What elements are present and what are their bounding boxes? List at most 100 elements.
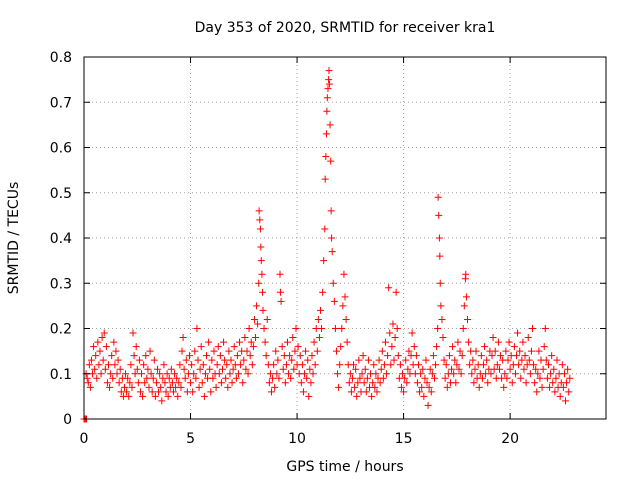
data-point [326, 121, 334, 129]
x-tick-label: 15 [395, 431, 413, 447]
data-point [135, 356, 143, 364]
data-point [197, 343, 205, 351]
data-point [327, 157, 335, 165]
data-point [481, 343, 489, 351]
data-point [263, 315, 271, 323]
data-point [289, 334, 297, 342]
data-point [150, 356, 158, 364]
data-point [236, 338, 244, 346]
data-point [536, 374, 544, 382]
data-point [274, 356, 282, 364]
data-point [355, 356, 363, 364]
data-point [287, 374, 295, 382]
data-point [244, 370, 252, 378]
data-point [335, 383, 343, 391]
data-point [132, 343, 140, 351]
data-point [254, 320, 262, 328]
y-tick-label: 0.8 [50, 50, 72, 66]
data-point [478, 374, 486, 382]
data-point [93, 374, 101, 382]
data-point [160, 361, 168, 369]
data-point [553, 356, 561, 364]
data-point [388, 343, 396, 351]
data-point [192, 374, 200, 382]
data-point [350, 361, 358, 369]
data-point [435, 211, 443, 219]
data-point [188, 361, 196, 369]
data-point [332, 347, 340, 355]
data-point [89, 370, 97, 378]
data-point [560, 370, 568, 378]
data-point [401, 374, 409, 382]
data-point [412, 352, 420, 360]
data-point [378, 347, 386, 355]
data-point [94, 338, 102, 346]
data-point [331, 325, 339, 332]
data-point [522, 379, 530, 387]
data-point [163, 370, 171, 378]
data-point [418, 383, 426, 391]
data-point [440, 356, 448, 364]
data-point [108, 352, 116, 360]
data-point [339, 302, 347, 310]
data-point [324, 85, 332, 93]
data-point [109, 374, 117, 382]
data-point [462, 270, 470, 278]
data-point [329, 279, 337, 287]
x-tick-label: 10 [288, 431, 306, 447]
data-point [364, 356, 372, 364]
data-point [185, 352, 193, 360]
data-point [256, 216, 264, 224]
data-point [257, 257, 265, 265]
data-point [154, 365, 162, 373]
data-point [291, 347, 299, 355]
data-point [187, 379, 195, 387]
data-point [442, 361, 450, 369]
data-point [455, 365, 463, 373]
data-point [386, 329, 394, 337]
data-point [100, 329, 108, 337]
data-point [361, 365, 369, 373]
data-point [347, 388, 355, 396]
data-point [285, 370, 293, 378]
data-point [207, 388, 215, 396]
data-point [281, 379, 289, 387]
data-point [566, 374, 574, 382]
data-point [325, 76, 333, 84]
data-point [564, 365, 572, 373]
y-tick-label: 0.6 [50, 141, 72, 157]
data-point [297, 379, 305, 387]
data-point [493, 361, 501, 369]
data-point [488, 352, 496, 360]
data-point [133, 365, 141, 373]
data-point [538, 383, 546, 391]
data-point [321, 175, 329, 183]
data-point [243, 347, 251, 355]
data-point [550, 365, 558, 373]
data-point [462, 293, 470, 301]
data-point [120, 383, 128, 391]
data-point [245, 325, 253, 332]
data-point [521, 352, 529, 360]
data-point [556, 392, 564, 400]
data-point [259, 306, 267, 314]
data-point [451, 356, 459, 364]
data-point [457, 370, 465, 378]
y-tick-label: 0.4 [50, 231, 72, 247]
data-point [549, 379, 557, 387]
data-point [87, 356, 95, 364]
data-point [389, 320, 397, 328]
data-point [487, 370, 495, 378]
data-point [356, 374, 364, 382]
data-point [299, 388, 307, 396]
data-point [543, 374, 551, 382]
data-point [513, 352, 521, 360]
y-tick-label: 0.2 [50, 322, 72, 338]
data-point [426, 365, 434, 373]
data-point [270, 361, 278, 369]
data-point [313, 347, 321, 355]
data-point [415, 361, 423, 369]
data-point [296, 352, 304, 360]
data-point [168, 379, 176, 387]
data-point [558, 361, 566, 369]
